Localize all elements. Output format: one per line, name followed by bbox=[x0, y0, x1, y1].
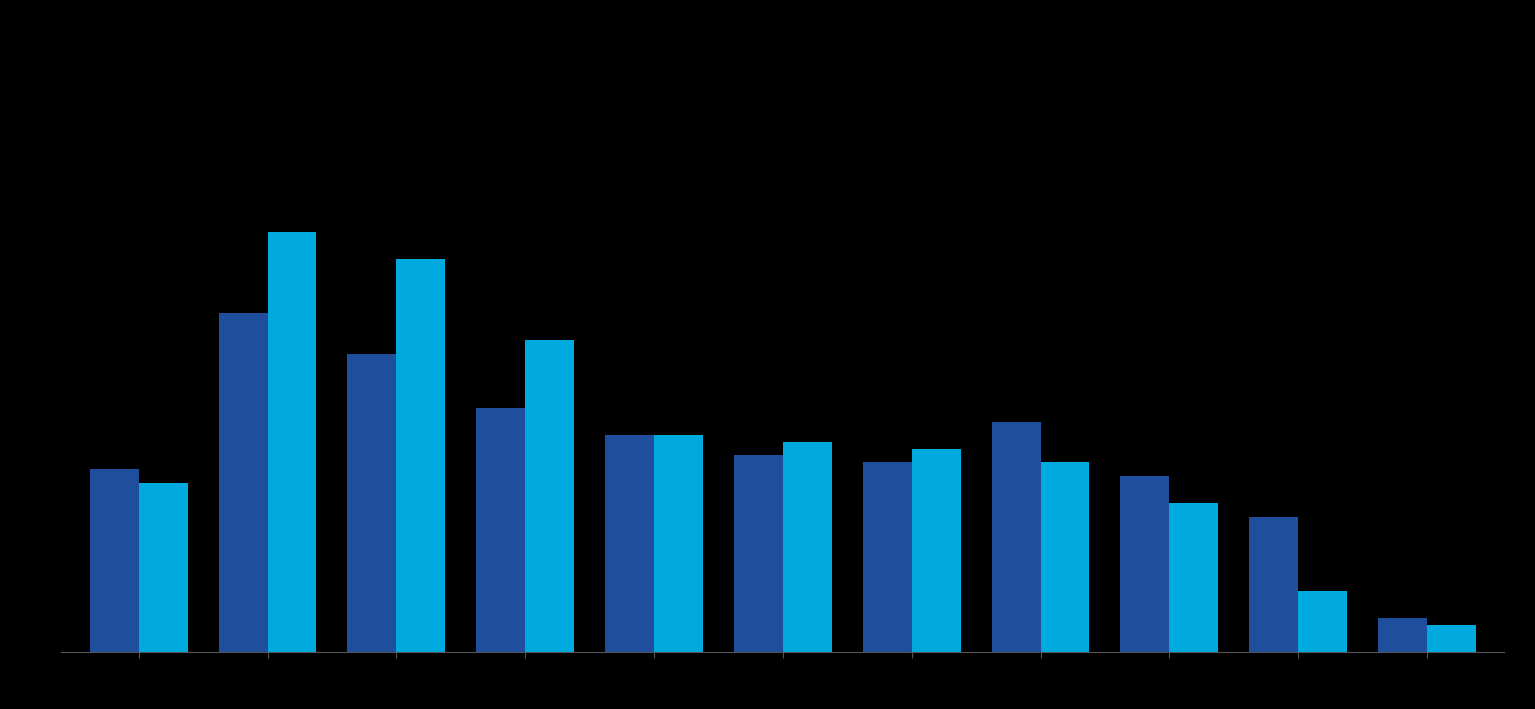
Bar bbox=[347, 354, 396, 652]
Bar bbox=[218, 313, 267, 652]
Bar bbox=[476, 408, 525, 652]
Bar bbox=[1121, 476, 1170, 652]
Bar bbox=[1428, 625, 1477, 652]
Bar bbox=[1041, 462, 1090, 652]
Bar bbox=[1378, 618, 1428, 652]
Bar bbox=[138, 483, 187, 652]
Bar bbox=[992, 422, 1041, 652]
Bar bbox=[267, 232, 316, 652]
Bar bbox=[605, 435, 654, 652]
Bar bbox=[912, 449, 961, 652]
Bar bbox=[1249, 517, 1299, 652]
Bar bbox=[1299, 591, 1348, 652]
Bar bbox=[654, 435, 703, 652]
Bar bbox=[89, 469, 138, 652]
Bar bbox=[525, 340, 574, 652]
Bar bbox=[396, 259, 445, 652]
Bar bbox=[734, 455, 783, 652]
Bar bbox=[863, 462, 912, 652]
Bar bbox=[1170, 503, 1219, 652]
Bar bbox=[783, 442, 832, 652]
